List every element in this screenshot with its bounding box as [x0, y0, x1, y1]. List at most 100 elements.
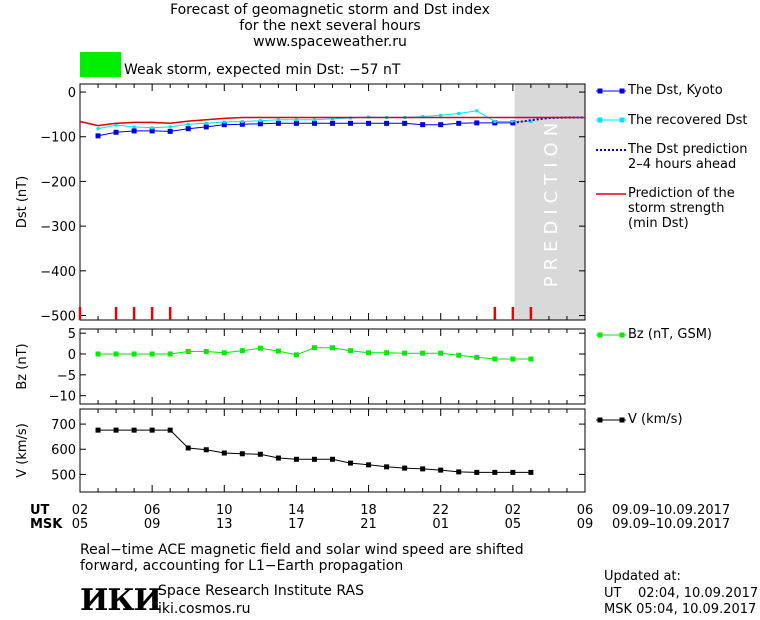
data-point [185, 349, 191, 354]
iki-logo: ИКИ [80, 583, 162, 618]
data-point [311, 120, 317, 126]
institute-website[interactable]: iki.cosmos.ru [158, 601, 251, 617]
legend-storm-strength-line2: storm strength [628, 201, 725, 216]
y-tick-label: −500 [40, 310, 76, 325]
legend-dst-kyoto: The Dst, Kyoto [628, 83, 723, 98]
footer-note-line-1: Real−time ACE magnetic field and solar w… [80, 542, 524, 558]
data-point [331, 117, 334, 121]
data-point [275, 120, 281, 126]
data-point [528, 356, 534, 362]
data-point [239, 121, 245, 127]
msk-tick-label: 05 [71, 517, 89, 532]
legend-marker [619, 88, 625, 94]
data-point [150, 126, 154, 130]
title-line-1: Forecast of geomagnetic storm and Dst in… [170, 2, 490, 18]
data-point [456, 120, 462, 126]
data-point [510, 356, 516, 362]
data-point [239, 451, 245, 457]
data-point [492, 356, 498, 362]
updated-msk: MSK 05:04, 10.09.2017 [604, 602, 757, 617]
data-point [311, 456, 317, 462]
updated-label: Updated at: [604, 569, 681, 584]
y-tick-label: −10 [49, 390, 76, 405]
y-tick-label: 600 [51, 443, 76, 458]
legend-dst-prediction-line2: 2–4 hours ahead [628, 157, 737, 172]
data-point [168, 125, 172, 129]
msk-tick-label: 21 [360, 517, 377, 532]
storm-level-swatch [80, 52, 121, 77]
data-point [185, 445, 191, 451]
data-point [420, 466, 426, 472]
data-point [456, 352, 462, 358]
data-point [149, 128, 155, 134]
y-tick-label: 5 [68, 327, 76, 342]
data-point [167, 351, 173, 357]
series-line [79, 116, 585, 127]
footer-note-line-2: forward, accounting for L1−Earth propaga… [80, 558, 404, 574]
legend-marker [597, 88, 603, 94]
data-point [293, 352, 299, 358]
data-point [131, 427, 137, 433]
data-point [366, 462, 372, 468]
data-point [439, 113, 443, 117]
panel-2-frame [79, 328, 586, 405]
legend-dst-recovered: The recovered Dst [628, 113, 748, 128]
data-point [475, 109, 479, 113]
ut-date-range: 09.09–10.09.2017 [612, 503, 731, 518]
msk-axis-label: MSK [30, 517, 63, 532]
data-point [330, 345, 335, 351]
data-point [420, 350, 426, 356]
data-point [185, 126, 191, 132]
data-point [167, 128, 173, 134]
legend-storm-strength-line1: Prediction of the [628, 186, 735, 201]
y-tick-label: 0 [68, 86, 76, 101]
ut-tick-label: 06 [143, 503, 161, 518]
data-point [438, 467, 444, 473]
y-axis-label: Dst (nT) [15, 176, 30, 228]
y-tick-label: −200 [40, 175, 76, 190]
ut-tick-label: 22 [432, 503, 449, 518]
legend-storm-strength-line3: (min Dst) [628, 216, 689, 231]
data-point [114, 123, 118, 127]
data-point [204, 121, 208, 125]
data-point [131, 128, 137, 134]
data-point [348, 348, 354, 354]
data-point [384, 120, 390, 126]
data-point [221, 450, 227, 456]
data-point [456, 469, 462, 475]
ut-tick-label: 02 [504, 503, 522, 518]
ut-tick-label: 02 [71, 503, 89, 518]
msk-tick-label: 05 [504, 517, 522, 532]
data-point [474, 469, 480, 475]
data-point [511, 120, 515, 124]
msk-tick-label: 17 [288, 517, 305, 532]
data-point [474, 120, 480, 126]
legend-marker [597, 417, 603, 423]
y-tick-label: 700 [51, 418, 76, 433]
data-point [402, 465, 408, 471]
legend-bz: Bz (nT, GSM) [628, 327, 713, 342]
y-axis-label: V (km/s) [15, 423, 30, 478]
data-point [113, 427, 119, 433]
data-point [366, 120, 372, 126]
y-tick-label: −400 [40, 265, 76, 280]
data-point [221, 350, 227, 356]
data-point [402, 350, 408, 356]
data-point [384, 464, 390, 470]
data-point [257, 121, 263, 127]
series-line [98, 429, 531, 473]
y-axis-label: Bz (nT) [15, 343, 30, 389]
data-point [293, 456, 299, 462]
data-point [258, 119, 262, 123]
data-point [275, 455, 281, 461]
data-point [221, 122, 227, 128]
y-tick-label: 500 [51, 468, 76, 483]
data-point [203, 349, 209, 354]
legend-marker [619, 417, 625, 423]
ut-tick-label: 14 [288, 503, 305, 518]
storm-expectation-label: Weak storm, expected min Dst: −57 nT [124, 62, 401, 78]
title-line-2: for the next several hours [239, 18, 421, 34]
data-point [186, 122, 190, 126]
data-point [457, 112, 461, 115]
